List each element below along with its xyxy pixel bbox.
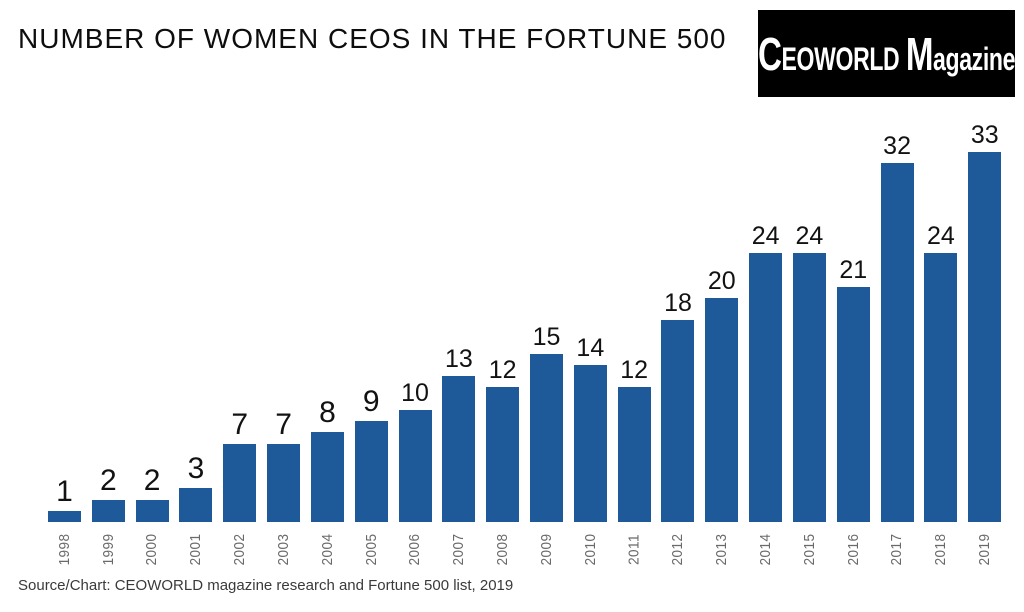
bar [617,387,651,522]
bar-value-label: 14 [576,334,605,363]
bar-value-label: 7 [231,407,249,441]
bar [398,409,432,522]
x-axis-tick-label: 1999 [99,533,117,565]
x-axis-tick-label: 2018 [932,533,950,565]
bar [530,353,564,522]
x-axis-tick-label: 2003 [275,533,293,565]
bar-value-label: 7 [275,407,292,441]
bar [267,443,301,522]
x-axis-tick-label: 2011 [625,533,643,565]
bar-value-label: 13 [444,345,473,374]
bar-value-label: 8 [319,396,336,430]
x-axis-tick-label: 2013 [713,533,731,565]
bar-value-label: 10 [401,378,429,407]
x-axis-tick-label: 2004 [318,533,336,565]
bar [749,252,783,522]
bar [792,252,826,522]
ceoworld-magazine-logo: C EOWORLD M agazine [758,10,1015,97]
x-axis-tick-label: 2006 [406,533,424,565]
bar [179,488,213,522]
x-axis-tick-label: 2001 [187,533,205,565]
source-credit: Source/Chart: CEOWORLD magazine research… [18,577,514,594]
x-axis-tick-label: 2000 [143,533,161,565]
bar [354,421,388,522]
x-axis-tick-label: 2007 [450,533,468,565]
logo-magazine-rest: agazine [933,40,1016,77]
bar [48,510,81,522]
bar-value-label: 33 [970,121,999,150]
bar-value-label: 9 [362,385,380,419]
bar-value-label: 32 [883,132,911,161]
x-axis-tick-label: 2008 [494,533,512,565]
logo-ceoworld-rest: EOWORLD [781,40,900,77]
bar-value-label: 12 [620,356,649,385]
bar [705,297,739,522]
bar-value-label: 3 [187,452,205,486]
x-axis-tick-label: 2005 [362,533,380,565]
bar-value-label: 24 [751,221,780,250]
chart-title: NUMBER OF WOMEN CEOS IN THE FORTUNE 500 [18,23,727,54]
x-axis-tick-label: 2015 [800,533,818,565]
bar [135,499,169,522]
bar-value-label: 18 [664,289,692,318]
bar [486,387,520,522]
bar [223,443,257,522]
x-axis-tick-label: 2012 [669,533,687,565]
bar-value-label: 15 [532,322,561,351]
bar-value-label: 24 [795,221,824,250]
bar-value-label: 20 [707,266,736,295]
x-axis-tick-label: 1998 [56,533,73,565]
x-axis-tick-label: 2019 [976,533,994,565]
logo-ceoworld-initial: C [757,27,782,80]
bar-value-label: 2 [99,463,117,497]
bar [968,152,1002,522]
x-axis-tick-label: 2002 [231,533,249,565]
bar [661,320,695,522]
x-axis-tick-label: 2009 [538,533,556,565]
x-axis-tick-label: 2010 [581,533,599,565]
bar-value-label: 12 [488,356,517,385]
x-axis-tick-label: 2016 [844,533,862,565]
bar-value-label: 24 [926,221,955,250]
bar-value-label: 1 [56,474,73,508]
bar [91,499,125,522]
bar [573,365,607,522]
logo-magazine-initial: M [905,27,934,80]
logo-text: C EOWORLD M agazine [758,31,1015,77]
bar-value-label: 2 [143,463,161,497]
bar-value-label: 21 [839,255,868,284]
x-axis-tick-label: 2017 [888,533,906,565]
bar [442,376,476,522]
bar [924,252,958,522]
bar [836,286,870,522]
x-axis-tick-label: 2014 [757,533,775,565]
bar [880,163,914,522]
bar [310,432,344,522]
